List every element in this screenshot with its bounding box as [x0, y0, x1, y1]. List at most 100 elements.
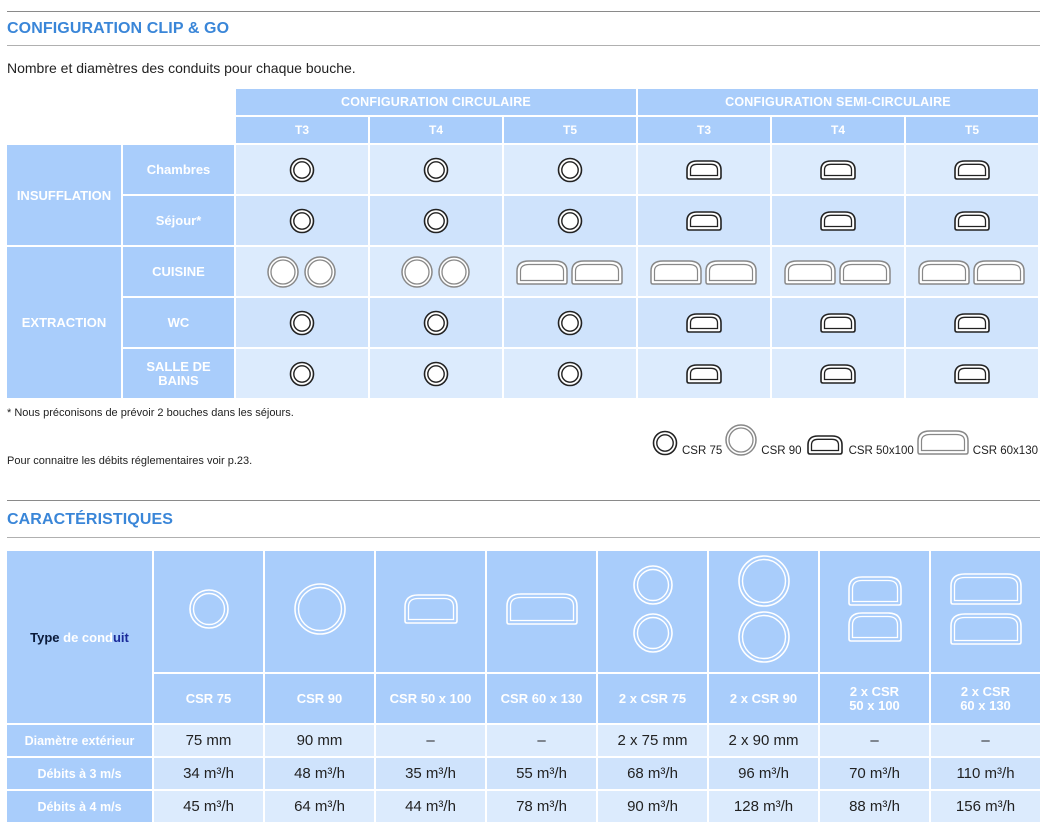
csr50x100-icon — [820, 159, 856, 180]
col-name-line2: 50 x 100 — [849, 697, 900, 713]
table-row: Débits à 3 m/s 34 m³/h 48 m³/h 35 m³/h 5… — [7, 758, 1040, 789]
header-t5: T5 — [504, 117, 636, 143]
table-cell: 156 m³/h — [931, 791, 1040, 822]
csr60x130-icon — [917, 430, 969, 455]
table-cell: 64 m³/h — [265, 791, 374, 822]
legend-label: CSR 75 — [682, 445, 723, 457]
csr50x100-icon — [954, 159, 990, 180]
csr75-icon — [423, 361, 449, 386]
csr50x100-icon — [686, 312, 722, 333]
csr75-icon — [289, 208, 315, 233]
table-cell: 45 m³/h — [154, 791, 263, 822]
table-cell: 70 m³/h — [820, 758, 929, 789]
csr75-icon — [423, 310, 449, 335]
top-rule — [7, 11, 1040, 12]
table-cell: 48 m³/h — [265, 758, 374, 789]
table-cell: – — [931, 725, 1040, 756]
double-csr60x130-icon — [650, 259, 757, 285]
table-cell: 44 m³/h — [376, 791, 485, 822]
table-cell: – — [820, 725, 929, 756]
col-name-line1: 2 x CSR — [849, 683, 900, 699]
table-cell: 128 m³/h — [709, 791, 818, 822]
csr75-icon — [423, 208, 449, 233]
col-name-2xcsr50x100: 2 x CSR 50 x 100 — [820, 674, 929, 723]
col-name-2xcsr75: 2 x CSR 75 — [598, 674, 707, 723]
double-csr60x130-icon — [949, 573, 1022, 645]
table-cell: 55 m³/h — [487, 758, 596, 789]
csr50x100-icon — [954, 363, 990, 384]
csr50x100-icon — [954, 210, 990, 231]
caracteristiques-table: Type de conduit CSR 75 CSR 90 CSR 50 x 1… — [5, 549, 1042, 824]
legend-item-csr75: CSR 75 — [651, 429, 722, 457]
legend: CSR 75 CSR 90 CSR 50x100 CSR 60x130 — [651, 423, 1038, 457]
csr60x130-icon — [505, 593, 578, 625]
csr75-icon — [423, 157, 449, 182]
footnote-sejour: * Nous préconisons de prévoir 2 bouches … — [7, 407, 294, 419]
csr75-icon — [557, 310, 583, 335]
room-cuisine: CUISINE — [123, 247, 234, 296]
csr75-icon — [557, 208, 583, 233]
table-cell: – — [487, 725, 596, 756]
header-t3: T3 — [638, 117, 770, 143]
col-name-2xcsr60x130: 2 x CSR 60 x 130 — [931, 674, 1040, 723]
table-cell: 110 m³/h — [931, 758, 1040, 789]
type-de-conduit-header: Type de conduit — [7, 551, 152, 723]
section2-top-rule — [7, 500, 1040, 501]
csr50x100-icon — [403, 594, 458, 624]
legend-item-csr60x130: CSR 60x130 — [916, 427, 1038, 457]
csr50x100-icon — [686, 210, 722, 231]
table-cell: 90 m³/h — [598, 791, 707, 822]
config-table: CONFIGURATION CIRCULAIRE CONFIGURATION S… — [5, 87, 1040, 400]
header-config-semi-circulaire: CONFIGURATION SEMI-CIRCULAIRE — [638, 89, 1038, 115]
table-cell: 34 m³/h — [154, 758, 263, 789]
section-title-caracteristiques: CARACTÉRISTIQUES — [7, 511, 174, 528]
row-label-debit-4ms: Débits à 4 m/s — [7, 791, 152, 822]
col-name-csr50x100: CSR 50 x 100 — [376, 674, 485, 723]
double-csr90-icon — [401, 255, 470, 288]
table-cell: 78 m³/h — [487, 791, 596, 822]
csr75-icon — [289, 310, 315, 335]
csr50x100-icon — [806, 435, 843, 455]
col-name-csr60x130: CSR 60 x 130 — [487, 674, 596, 723]
csr50x100-icon — [820, 312, 856, 333]
csr50x100-icon — [954, 312, 990, 333]
double-csr60x130-icon — [516, 259, 623, 285]
double-csr60x130-icon — [784, 259, 891, 285]
table-cell: – — [376, 725, 485, 756]
csr50x100-icon — [820, 210, 856, 231]
type-label-part2: de cond — [63, 629, 113, 645]
header-t4: T4 — [370, 117, 502, 143]
header-t5: T5 — [906, 117, 1038, 143]
legend-label: CSR 60x130 — [972, 445, 1038, 457]
room-salle-de-bains: SALLE DE BAINS — [123, 349, 234, 398]
col-name-line1: 2 x CSR — [960, 683, 1011, 699]
header-t4: T4 — [772, 117, 904, 143]
table-cell: 2 x 75 mm — [598, 725, 707, 756]
csr50x100-icon — [686, 363, 722, 384]
group-insufflation: INSUFFLATION — [7, 145, 121, 245]
legend-item-csr50x100: CSR 50x100 — [804, 433, 914, 457]
row-label-debit-3ms: Débits à 3 m/s — [7, 758, 152, 789]
csr75-icon — [289, 157, 315, 182]
room-sdb-line2: BAINS — [158, 372, 199, 388]
col-name-csr90: CSR 90 — [265, 674, 374, 723]
footnote-debits: Pour connaitre les débits réglementaires… — [7, 455, 253, 467]
csr50x100-icon — [820, 363, 856, 384]
room-chambres: Chambres — [123, 145, 234, 194]
csr50x100-icon — [686, 159, 722, 180]
table-cell: 68 m³/h — [598, 758, 707, 789]
section-rule — [7, 45, 1040, 46]
table-cell: 2 x 90 mm — [709, 725, 818, 756]
csr75-icon — [188, 589, 229, 629]
csr75-icon — [557, 157, 583, 182]
header-t3: T3 — [236, 117, 368, 143]
csr75-icon — [652, 430, 678, 456]
legend-label: CSR 50x100 — [848, 445, 914, 457]
col-name-csr75: CSR 75 — [154, 674, 263, 723]
double-csr90-icon — [737, 555, 790, 663]
table-cell: 96 m³/h — [709, 758, 818, 789]
row-label-diametre: Diamètre extérieur — [7, 725, 152, 756]
col-name-line2: 60 x 130 — [960, 697, 1011, 713]
table-cell: 75 mm — [154, 725, 263, 756]
group-extraction: EXTRACTION — [7, 247, 121, 398]
